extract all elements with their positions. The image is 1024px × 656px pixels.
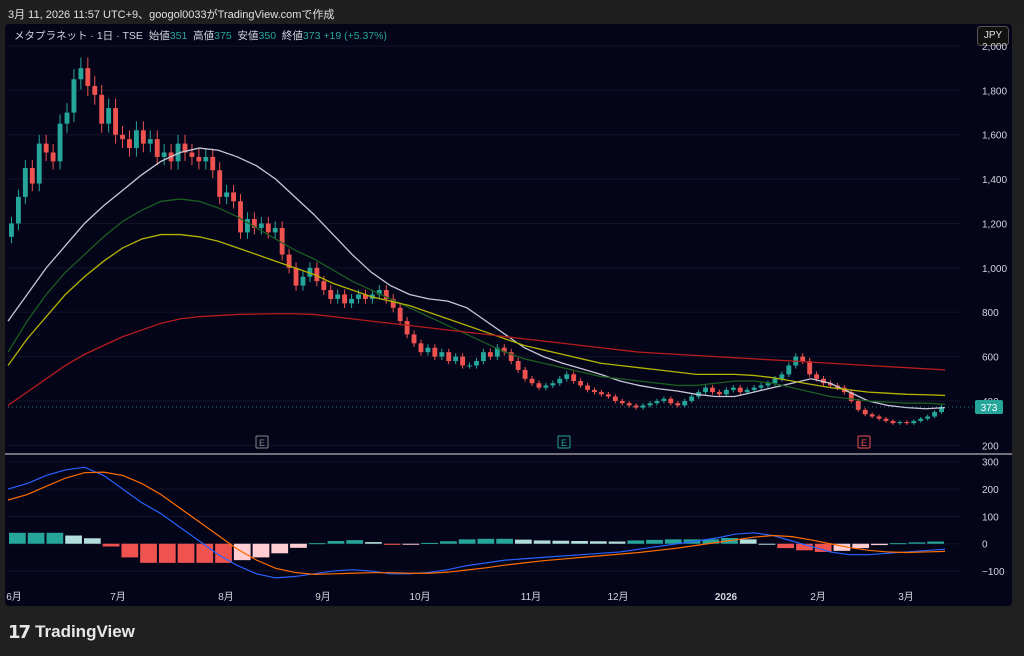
chart-panel[interactable] [5, 24, 1012, 606]
open-value: 351 [169, 30, 188, 42]
high-value: 375 [214, 30, 232, 42]
top-bar: 3月 11, 2026 11:57 UTC+9、googol0033がTradi… [0, 0, 1024, 24]
tv-logo-icon: 17 [8, 621, 31, 643]
close-value: 373 [302, 30, 321, 42]
symbol-legend: メタプラネット · 1日 · TSE 始値351 高値375 安値350 終値3… [14, 28, 387, 43]
change-value: +19 (+5.37%) [323, 30, 387, 42]
currency-button[interactable]: JPY [977, 26, 1009, 46]
low-label: 安値 [237, 30, 259, 42]
tv-brand-text: TradingView [35, 622, 135, 641]
symbol-label: メタプラネット · 1日 · TSE [14, 30, 143, 42]
low-value: 350 [258, 30, 277, 42]
close-label: 終値 [281, 30, 303, 42]
chart-timestamp: 3月 11, 2026 11:57 UTC+9、googol0033がTradi… [8, 9, 335, 21]
tradingview-logo[interactable]: 17 TradingView [8, 620, 135, 644]
footer [0, 606, 1024, 656]
open-label: 始値 [148, 30, 170, 42]
high-label: 高値 [193, 30, 215, 42]
